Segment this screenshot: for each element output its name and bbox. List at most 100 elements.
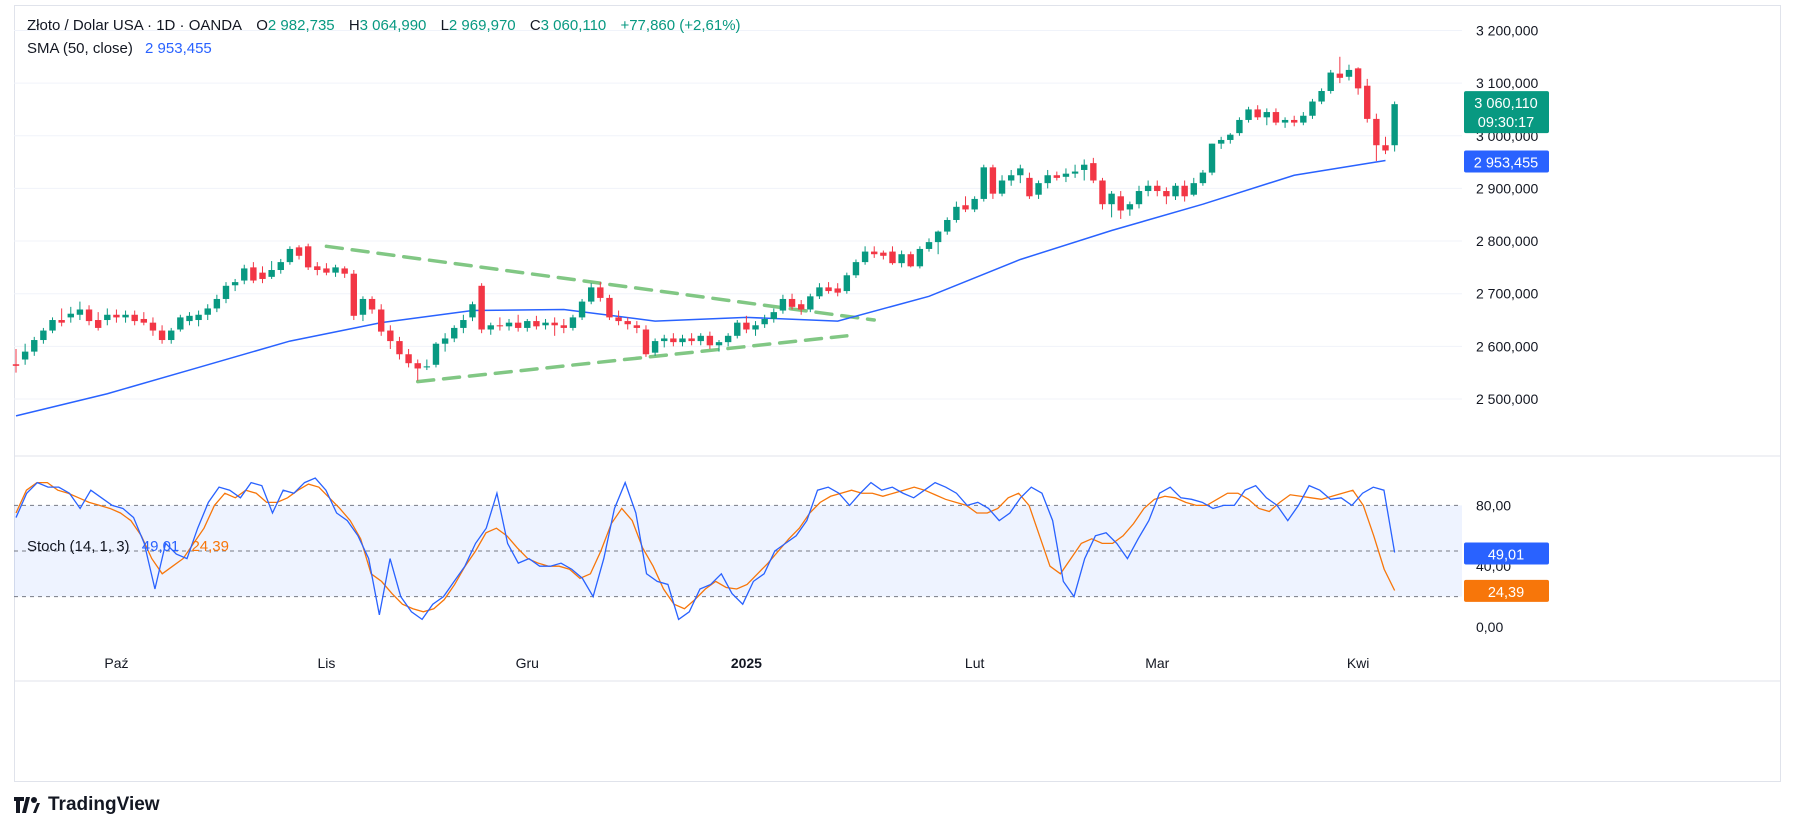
sma-label: SMA (50, close) (27, 40, 133, 57)
candle-body (469, 304, 476, 318)
candle (1336, 56, 1344, 84)
price-axis-label: 2 500,000 (1476, 391, 1538, 407)
candle (1236, 117, 1243, 136)
candle-body (1117, 196, 1124, 211)
candle (1154, 180, 1161, 197)
candle-body (889, 251, 896, 264)
candle (204, 304, 211, 321)
candle-body (104, 314, 111, 321)
candle (168, 327, 175, 344)
price-badges: 3 060,110 09:30:17 2 953,455 49,01 24,39 (1464, 91, 1549, 602)
candle (1108, 191, 1115, 218)
candle (1291, 115, 1298, 127)
candle-body (989, 167, 997, 194)
candle (980, 164, 987, 202)
candle-body (542, 322, 549, 326)
candle (441, 333, 449, 352)
candle-body (706, 335, 714, 346)
candle (1135, 185, 1143, 209)
candle-body (1391, 104, 1398, 146)
candle (40, 327, 47, 344)
candle (341, 266, 348, 278)
candle (761, 314, 768, 328)
candle (396, 336, 403, 360)
candle-body (1300, 115, 1307, 123)
candle-body (788, 298, 796, 307)
candle-body (861, 251, 869, 263)
candle (834, 283, 841, 297)
candle-body (286, 248, 294, 263)
candle-body (250, 267, 257, 281)
candle (432, 342, 440, 368)
candle (1373, 113, 1380, 162)
candle (378, 304, 385, 336)
candle (679, 334, 686, 347)
candle-body (314, 266, 321, 271)
symbol-title: Złoto / Dolar USA · 1D · OANDA (27, 17, 243, 34)
candle (998, 175, 1006, 197)
candle-body (259, 272, 266, 279)
candle (1117, 191, 1124, 219)
candle-body (916, 248, 924, 267)
price-badge-bg (1464, 91, 1549, 134)
candle (880, 250, 887, 260)
chart-frame (14, 5, 1781, 782)
price-axis-label: 3 200,000 (1476, 22, 1538, 38)
candle (524, 318, 531, 332)
stoch-axis-label: 80,00 (1476, 497, 1511, 513)
candle-body (67, 313, 74, 318)
candle-body (743, 322, 750, 330)
stoch-legend[interactable]: Stoch (14, 1, 3) 49,01 24,39 (27, 538, 229, 555)
candle (1035, 180, 1042, 199)
candle-body (1217, 139, 1225, 144)
candle (414, 359, 421, 381)
candle-body (295, 247, 303, 256)
candle-body (524, 321, 531, 328)
footer[interactable]: TradingView (14, 794, 160, 816)
candle (779, 294, 787, 314)
candle-body (642, 329, 650, 355)
candle-body (688, 338, 695, 342)
candle (213, 294, 221, 313)
symbol-legend[interactable]: Złoto / Dolar USA · 1D · OANDA O2 982,73… (27, 17, 741, 34)
candle-body (195, 314, 202, 321)
candle-body (651, 341, 659, 353)
candle (688, 333, 695, 346)
candle-body (1227, 134, 1234, 140)
candle (597, 282, 604, 302)
ohlc-low-label: L (440, 17, 449, 34)
candle (1382, 136, 1389, 155)
candle-body (350, 273, 358, 316)
candle-body (1254, 109, 1261, 118)
sma-badge-bg (1464, 150, 1549, 173)
candle-body (277, 262, 284, 271)
sma-legend[interactable]: SMA (50, close) 2 953,455 (27, 40, 212, 57)
candle (1199, 169, 1207, 186)
candle-body (587, 287, 595, 302)
brand-name: TradingView (48, 794, 160, 815)
candle-body (661, 338, 668, 342)
candle (1354, 67, 1362, 95)
candle (514, 314, 522, 332)
candle-body (843, 275, 851, 292)
candle-body (807, 296, 814, 310)
candle-body (131, 314, 138, 322)
candle-body (1062, 173, 1070, 177)
candle-body (149, 322, 157, 331)
candle (587, 283, 595, 305)
candle-body (323, 268, 330, 273)
candle-body (1263, 112, 1271, 118)
candle (1044, 169, 1051, 189)
candle (487, 322, 494, 335)
candle (58, 308, 65, 327)
candle-body (304, 246, 312, 268)
candle (295, 245, 303, 260)
candle (368, 296, 376, 314)
candle-body (734, 322, 741, 336)
candle-body (597, 287, 604, 298)
candle (898, 250, 905, 268)
candle (661, 334, 668, 348)
candle-body (880, 252, 887, 256)
candles (12, 56, 1398, 381)
